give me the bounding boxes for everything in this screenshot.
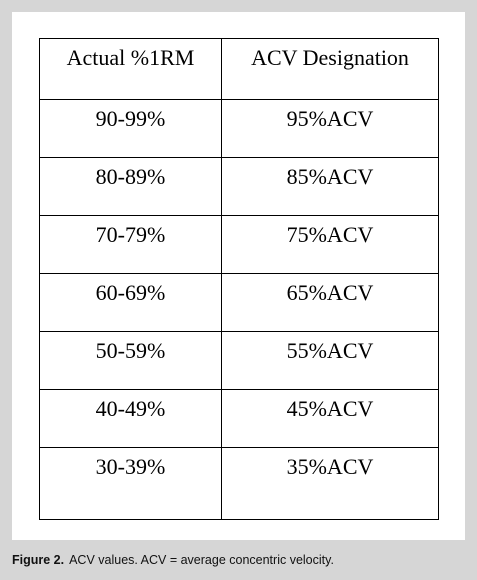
table-row: 40-49% 45%ACV [40,389,438,447]
table-cell: 30-39% [40,448,222,519]
table: Actual %1RM ACV Designation 90-99% 95%ACV 80… [39,38,439,520]
panel [12,12,465,540]
table-cell: 60-69% [40,274,222,331]
table-cell: 70-79% [40,216,222,273]
table-cell: 80-89% [40,158,222,215]
table-row: 60-69% 65%ACV [40,273,438,331]
table-row: 90-99% 95%ACV [40,99,438,157]
header-cell: Actual %1RM [40,39,222,99]
caption-label: Figure 2. [12,553,65,567]
table-cell: 35%ACV [286,454,374,479]
header-row: Actual %1RM ACV Designation [40,39,438,99]
table-cell: 85%ACV [286,164,374,189]
table-cell: 55%ACV [286,338,374,363]
caption: Figure 2. ACV values. ACV = average conce… [12,553,334,567]
table-cell: 65%ACV [286,280,374,305]
header-cell: ACV Designation [251,45,409,70]
table-cell: 50-59% [40,332,222,389]
table-cell: 45%ACV [286,396,374,421]
table-cell: 95%ACV [286,106,374,131]
caption-text: ACV values. ACV = average concentric vel… [69,553,334,567]
table-cell: 90-99% [40,100,222,157]
table-row: 50-59% 55%ACV [40,331,438,389]
table-row: 70-79% 75%ACV [40,215,438,273]
table-row: 80-89% 85%ACV [40,157,438,215]
table-cell: 40-49% [40,390,222,447]
table-cell: 75%ACV [286,222,374,247]
table-row: 30-39% 35%ACV [40,447,438,519]
